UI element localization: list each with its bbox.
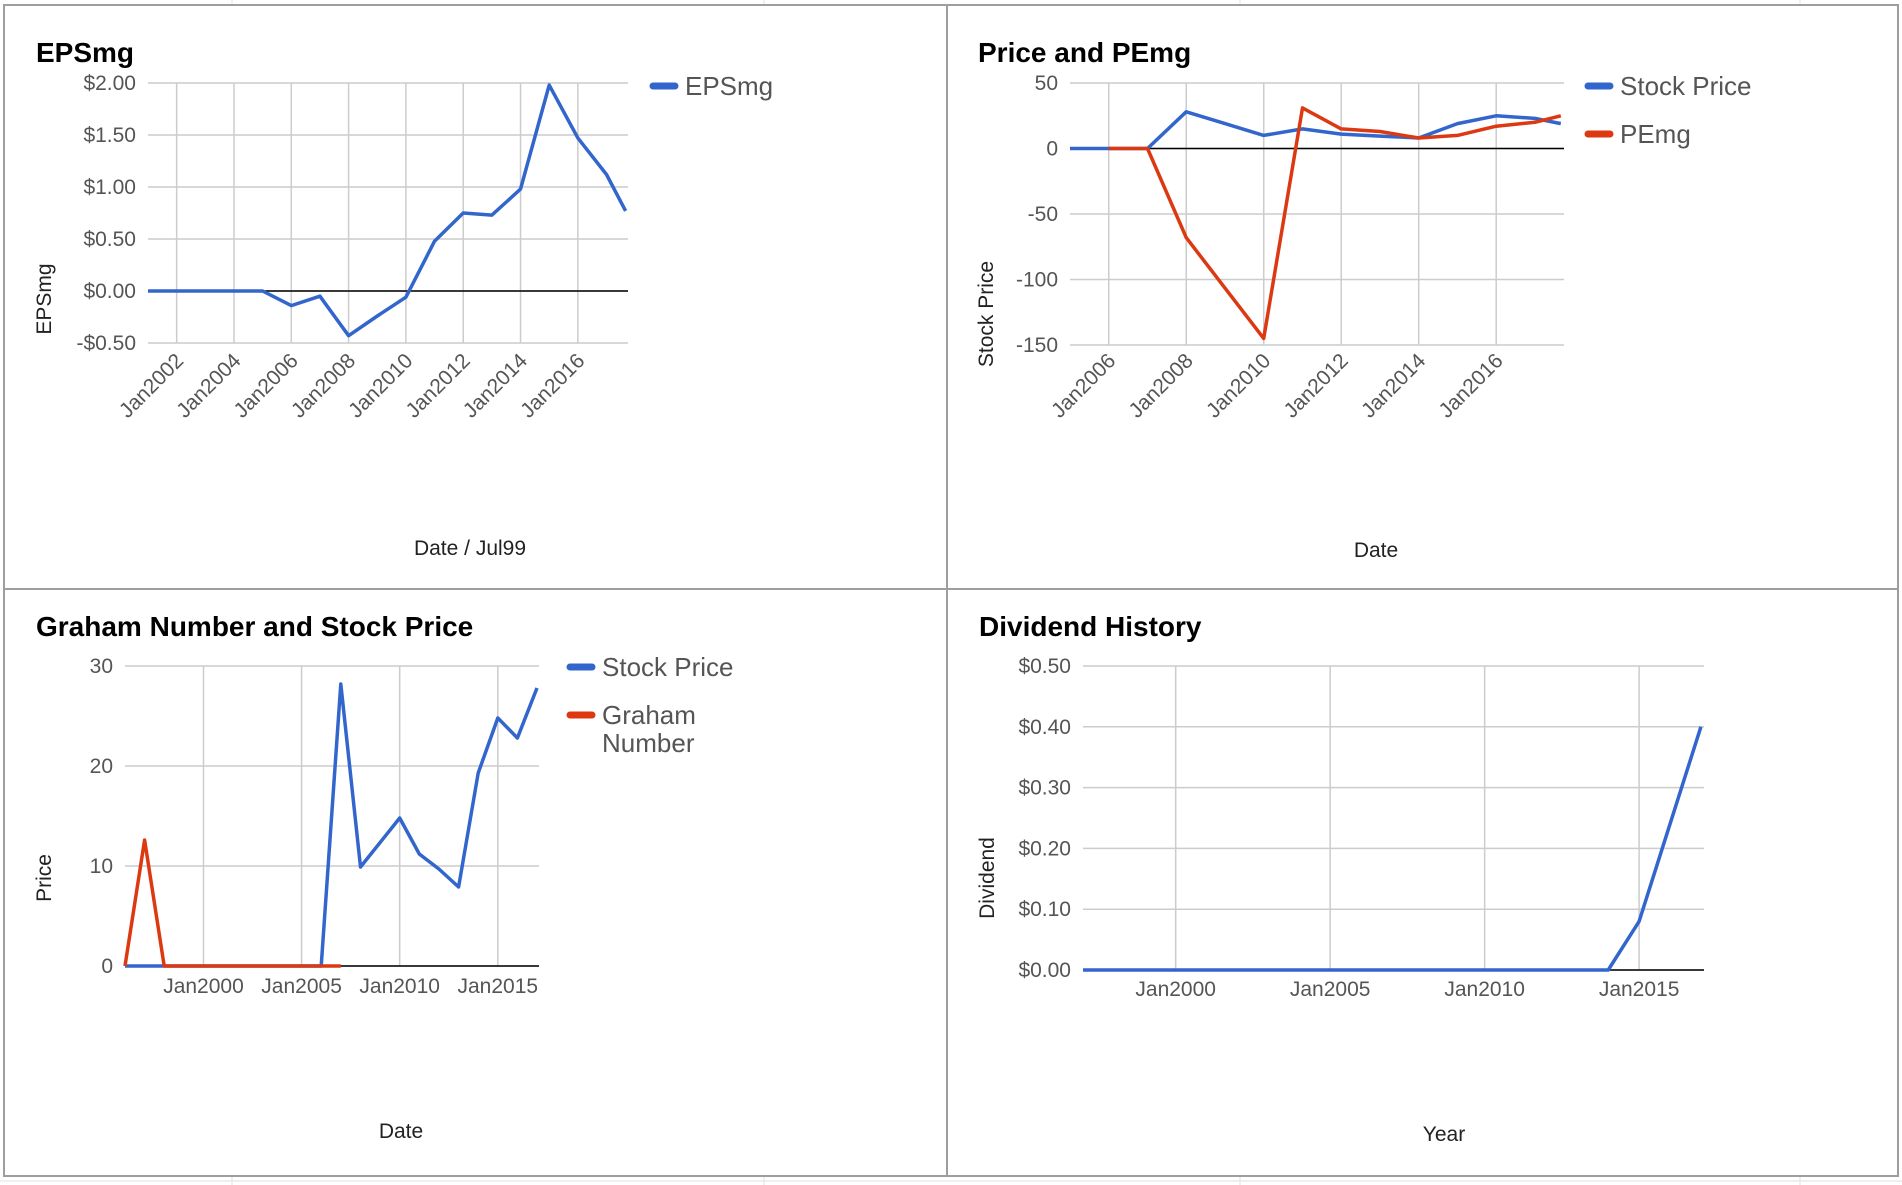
- y-tick-label: 50: [1035, 72, 1058, 95]
- legend-label: PEmg: [1620, 119, 1691, 149]
- dividend-chart: Dividend History $0.00 $0.10 $0.20 $0.30 $0.…: [976, 611, 1704, 1146]
- x-tick-label: Jan2005: [261, 975, 342, 998]
- x-axis-label: Year: [1423, 1123, 1465, 1146]
- y-axis-label: EPSmg: [33, 263, 56, 334]
- chart-title: Price and PEmg: [978, 37, 1191, 68]
- series-line-1[interactable]: [123, 838, 341, 968]
- epsmg-chart: EPSmg -$0.50 $0.00 $0.50 $1.00 $1.50 $2.00 Ja…: [33, 37, 773, 560]
- y-tick-label: $0.00: [83, 280, 136, 303]
- y-tick-label: $0.20: [1018, 837, 1071, 860]
- series-line-0[interactable]: [148, 83, 628, 338]
- x-tick-label: Jan2000: [163, 975, 244, 998]
- series-line-0[interactable]: [125, 682, 539, 968]
- series-line-1[interactable]: [1108, 106, 1562, 341]
- x-tick-label: Jan2005: [1290, 978, 1371, 1001]
- y-tick-label: $1.00: [83, 176, 136, 199]
- legend-label: Stock Price: [1620, 71, 1752, 101]
- legend-label: EPSmg: [685, 71, 773, 101]
- y-tick-label: 10: [90, 855, 113, 878]
- chart-panel-graham[interactable]: Graham Number and Stock Price 0 10 20 30 Ja…: [3, 588, 948, 1177]
- x-tick-label: Jan2010: [1202, 349, 1275, 422]
- x-tick-label: Jan2000: [1135, 978, 1216, 1001]
- chart-panel-epsmg[interactable]: EPSmg -$0.50 $0.00 $0.50 $1.00 $1.50 $2.00 Ja…: [3, 4, 948, 591]
- x-tick-label: Jan2016: [516, 349, 589, 422]
- y-tick-label: $1.50: [83, 124, 136, 147]
- x-tick-label: Jan2016: [1434, 349, 1507, 422]
- chart-title: EPSmg: [36, 37, 134, 68]
- y-tick-label: 0: [101, 955, 113, 978]
- y-tick-label: $0.30: [1018, 777, 1071, 800]
- y-tick-label: $0.50: [1018, 655, 1071, 678]
- y-tick-label: $0.40: [1018, 716, 1071, 739]
- y-tick-label: $0.10: [1018, 898, 1071, 921]
- x-tick-label: Jan2010: [1444, 978, 1525, 1001]
- x-axis-label: Date: [379, 1120, 423, 1143]
- graham-chart: Graham Number and Stock Price 0 10 20 30 Ja…: [33, 611, 734, 1143]
- chart-title: Dividend History: [979, 611, 1202, 642]
- y-tick-label: -100: [1016, 269, 1058, 292]
- chart-title: Graham Number and Stock Price: [36, 611, 473, 642]
- y-axis-label: Stock Price: [975, 261, 998, 367]
- x-axis-label: Date: [1354, 539, 1398, 562]
- x-tick-label: Jan2014: [1357, 349, 1430, 422]
- series-line-0[interactable]: [1083, 726, 1703, 972]
- x-axis-label: Date / Jul99: [414, 537, 526, 560]
- y-tick-label: $0.50: [83, 228, 136, 251]
- y-tick-label: $2.00: [83, 72, 136, 95]
- legend-label: Stock Price: [602, 652, 734, 682]
- y-tick-label: -$0.50: [76, 332, 136, 355]
- series-line-0[interactable]: [1070, 110, 1562, 151]
- y-tick-label: -50: [1028, 203, 1058, 226]
- y-tick-label: 20: [90, 755, 113, 778]
- x-tick-label: Jan2012: [1280, 349, 1353, 422]
- y-tick-label: 0: [1046, 138, 1058, 161]
- chart-panel-price-pemg[interactable]: Price and PEmg -150 -100 -50 0 50 Jan2006 Jan…: [946, 4, 1899, 591]
- y-axis-label: Dividend: [976, 837, 999, 919]
- x-tick-label: Jan2010: [359, 975, 440, 998]
- y-tick-label: -150: [1016, 334, 1058, 357]
- y-tick-label: 30: [90, 655, 113, 678]
- chart-panel-dividend[interactable]: Dividend History $0.00 $0.10 $0.20 $0.30 $0.…: [946, 588, 1899, 1177]
- y-axis-label: Price: [33, 854, 56, 902]
- y-tick-label: $0.00: [1018, 959, 1071, 982]
- x-tick-label: Jan2015: [458, 975, 539, 998]
- x-tick-label: Jan2006: [1047, 349, 1120, 422]
- legend-label: Graham Number: [602, 700, 696, 758]
- x-tick-label: Jan2015: [1599, 978, 1680, 1001]
- x-tick-label: Jan2008: [1125, 349, 1198, 422]
